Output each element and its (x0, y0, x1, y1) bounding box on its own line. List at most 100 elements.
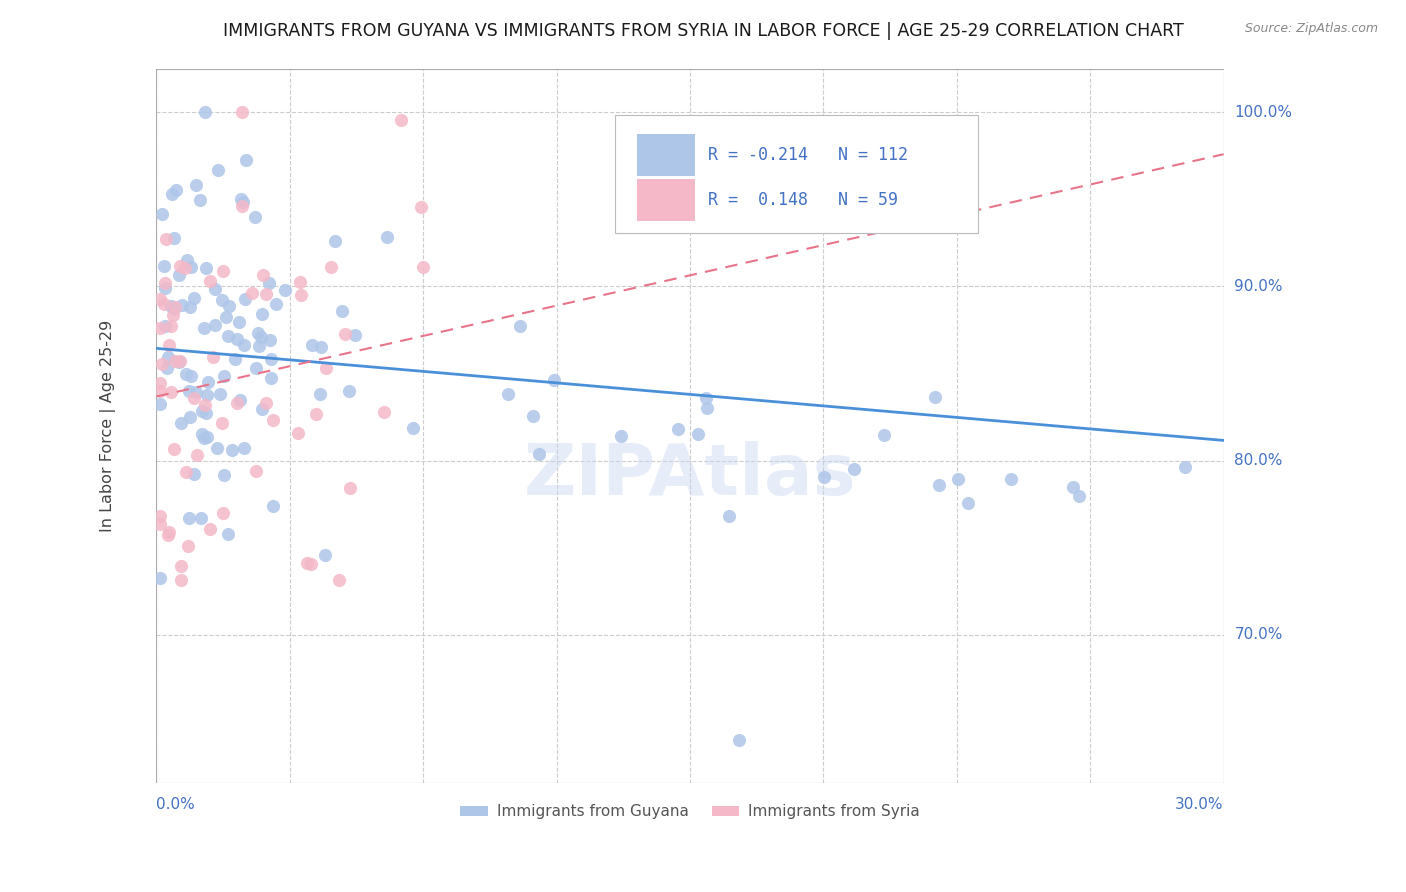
Point (254, 286, 277, 301)
Point (183, 392, 205, 406)
Point (924, 390, 946, 404)
Point (194, 398, 217, 412)
Point (260, 371, 283, 385)
Point (212, 506, 235, 520)
Point (212, 368, 235, 383)
Point (153, 260, 176, 274)
Point (149, 321, 172, 335)
Point (173, 260, 195, 275)
Point (186, 448, 208, 462)
Point (314, 548, 336, 562)
Point (325, 234, 347, 248)
Point (273, 283, 295, 297)
Point (956, 495, 979, 509)
Text: IMMIGRANTS FROM GUYANA VS IMMIGRANTS FROM SYRIA IN LABOR FORCE | AGE 25-29 CORRE: IMMIGRANTS FROM GUYANA VS IMMIGRANTS FRO… (222, 22, 1184, 40)
Point (228, 315, 250, 329)
Point (301, 338, 323, 352)
Point (509, 319, 531, 334)
Point (252, 307, 274, 321)
Point (262, 413, 284, 427)
Point (671, 202, 693, 217)
Point (163, 442, 186, 456)
Text: 100.0%: 100.0% (1234, 104, 1292, 120)
Point (176, 540, 198, 554)
Point (156, 351, 179, 365)
Point (717, 509, 740, 524)
Point (309, 387, 332, 401)
Point (207, 162, 229, 177)
Point (299, 557, 322, 571)
Text: 80.0%: 80.0% (1234, 453, 1282, 468)
Point (198, 523, 221, 537)
Point (177, 384, 200, 398)
Point (231, 105, 253, 120)
Point (245, 360, 267, 375)
Point (204, 282, 226, 296)
Point (150, 207, 173, 221)
Point (229, 192, 252, 206)
Point (156, 528, 179, 542)
Point (946, 472, 969, 486)
Point (160, 299, 183, 313)
Text: R =  0.148   N = 59: R = 0.148 N = 59 (709, 191, 898, 209)
Text: 90.0%: 90.0% (1234, 279, 1282, 293)
Point (247, 326, 270, 341)
Point (375, 230, 398, 244)
Point (149, 384, 172, 399)
Point (233, 293, 256, 307)
Point (287, 425, 309, 440)
Point (335, 327, 357, 342)
Point (159, 318, 181, 333)
Point (205, 441, 228, 455)
Point (259, 276, 281, 290)
Point (163, 231, 186, 245)
Point (373, 405, 395, 419)
Bar (637, 179, 696, 220)
Point (186, 178, 208, 192)
Point (245, 464, 267, 478)
Point (232, 338, 254, 352)
Point (328, 574, 350, 588)
Point (247, 339, 270, 353)
Point (184, 384, 207, 399)
Point (149, 397, 172, 411)
Point (152, 297, 174, 311)
Point (155, 232, 177, 246)
Point (170, 416, 193, 430)
Point (319, 260, 342, 274)
Point (157, 338, 180, 352)
Point (225, 396, 247, 410)
Point (288, 275, 311, 289)
Point (197, 375, 219, 389)
Point (496, 386, 519, 401)
Text: ZIPAtlas: ZIPAtlas (523, 442, 856, 510)
Point (211, 293, 233, 307)
Point (250, 401, 273, 416)
Point (190, 403, 212, 417)
Point (170, 573, 193, 587)
Point (240, 285, 263, 300)
Point (180, 260, 202, 274)
Point (160, 187, 183, 202)
Point (156, 361, 179, 376)
Point (201, 350, 224, 364)
Point (170, 298, 193, 312)
Point (170, 558, 193, 573)
Point (221, 443, 243, 458)
Point (389, 113, 412, 128)
Point (873, 428, 896, 442)
Point (412, 260, 434, 274)
Point (233, 441, 256, 455)
Point (150, 357, 173, 371)
Point (686, 426, 709, 441)
Point (163, 300, 186, 314)
Point (339, 481, 361, 495)
Point (183, 291, 205, 305)
Point (169, 354, 191, 368)
Point (212, 468, 235, 483)
Point (190, 511, 212, 525)
Text: 70.0%: 70.0% (1234, 627, 1282, 642)
Point (232, 194, 254, 209)
Point (256, 396, 278, 410)
Point (217, 328, 239, 343)
